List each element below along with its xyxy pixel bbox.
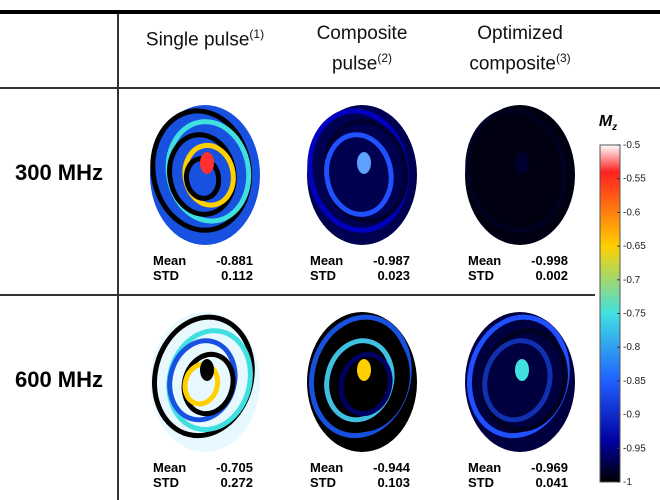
stat-label: STD bbox=[310, 268, 360, 283]
colorbar-tick-label: -0.65 bbox=[623, 241, 646, 252]
stat-value: 0.002 bbox=[518, 268, 568, 283]
colorbar-tick-label: -0.85 bbox=[623, 376, 646, 387]
heatmap bbox=[457, 306, 581, 452]
column-header-text: Optimized composite bbox=[469, 23, 562, 74]
colorbar-tick-label: -0.7 bbox=[623, 275, 641, 286]
stat-value: 0.041 bbox=[518, 475, 568, 490]
colorbar-label: Mz bbox=[599, 113, 617, 133]
stat-label: Mean bbox=[468, 253, 518, 268]
heatmap bbox=[300, 103, 417, 245]
stat-value: 0.023 bbox=[360, 268, 410, 283]
stat-value: -0.944 bbox=[360, 460, 410, 475]
colorbar-label-sub: z bbox=[611, 122, 617, 133]
stat-label: STD bbox=[153, 268, 203, 283]
column-header: Optimized composite(3) bbox=[445, 22, 595, 76]
column-header-note: (1) bbox=[249, 27, 264, 41]
heatmap bbox=[458, 103, 575, 245]
stat-value: -0.987 bbox=[360, 253, 410, 268]
stat-label: STD bbox=[468, 475, 518, 490]
stat-label: Mean bbox=[153, 460, 203, 475]
heatmap bbox=[142, 306, 266, 452]
row-label: 300 MHz bbox=[0, 156, 118, 190]
colorbar-tick-label: -0.9 bbox=[623, 410, 641, 421]
colorbar-tick-label: -0.8 bbox=[623, 342, 641, 353]
colorbar-tick-label: -0.5 bbox=[623, 140, 641, 151]
stat-value: 0.103 bbox=[360, 475, 410, 490]
stat-line: Mean-0.944 bbox=[310, 460, 410, 475]
column-header: Single pulse(1) bbox=[130, 22, 280, 52]
heatmap-core bbox=[515, 359, 529, 381]
stat-label: STD bbox=[468, 268, 518, 283]
colorbar-label-main: M bbox=[599, 113, 613, 130]
colorbar-tick-label: -0.75 bbox=[623, 309, 646, 320]
heatmap-core bbox=[357, 359, 371, 381]
stat-value: -0.969 bbox=[518, 460, 568, 475]
column-header: Composite pulse(2) bbox=[287, 22, 437, 76]
column-header-note: (2) bbox=[377, 51, 392, 65]
column-header-note: (3) bbox=[556, 51, 571, 65]
colorbar-tick-label: -0.95 bbox=[623, 443, 646, 454]
stat-label: Mean bbox=[153, 253, 203, 268]
stat-value: 0.112 bbox=[203, 268, 253, 283]
stat-value: -0.998 bbox=[518, 253, 568, 268]
stat-value: -0.705 bbox=[203, 460, 253, 475]
heatmap-core bbox=[515, 152, 529, 174]
stat-label: STD bbox=[310, 475, 360, 490]
colorbar-tick-label: -0.55 bbox=[623, 174, 646, 185]
stat-label: Mean bbox=[310, 253, 360, 268]
heatmap-core bbox=[200, 152, 214, 174]
heatmap-core bbox=[357, 152, 371, 174]
heatmap bbox=[299, 306, 423, 452]
colorbar-tick-label: -0.6 bbox=[623, 207, 641, 218]
column-header-text: Single pulse bbox=[146, 29, 250, 50]
heatmap bbox=[143, 103, 260, 245]
stat-label: Mean bbox=[468, 460, 518, 475]
heatmap-core bbox=[200, 359, 214, 381]
figure: Mz -0.5 -0.55 -0.6 -0.65 -0.7 -0.75 -0.8 -0.85 -… bbox=[0, 0, 660, 500]
column-header-text: Composite pulse bbox=[317, 23, 408, 74]
stat-line: Mean-0.998 bbox=[468, 253, 568, 268]
stat-line: Mean-0.881 bbox=[153, 253, 253, 268]
stat-label: STD bbox=[153, 475, 203, 490]
row-label: 600 MHz bbox=[0, 363, 118, 397]
stat-line: Mean-0.987 bbox=[310, 253, 410, 268]
colorbar-tick-label: -1 bbox=[623, 477, 632, 488]
stat-label: Mean bbox=[310, 460, 360, 475]
stat-line: Mean-0.705 bbox=[153, 460, 253, 475]
stat-value: -0.881 bbox=[203, 253, 253, 268]
stat-line: Mean-0.969 bbox=[468, 460, 568, 475]
stat-value: 0.272 bbox=[203, 475, 253, 490]
